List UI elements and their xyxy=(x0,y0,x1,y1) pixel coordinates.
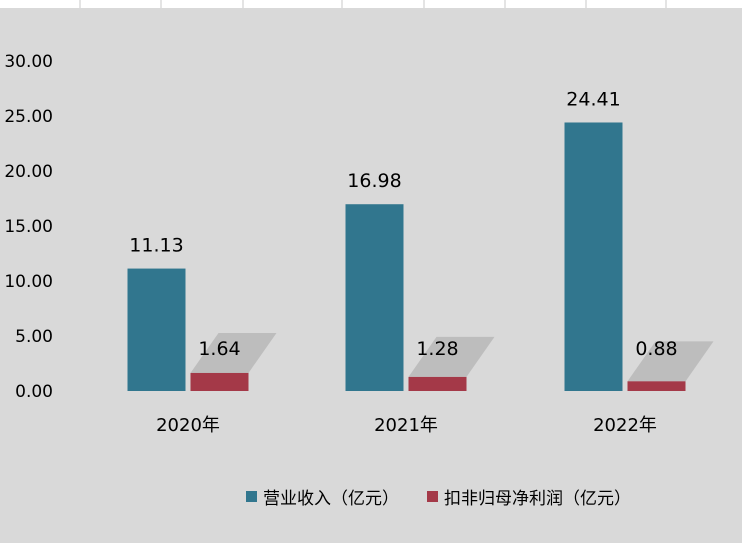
data-label-net-profit: 0.88 xyxy=(635,338,677,360)
bar-revenue xyxy=(345,204,404,391)
bars xyxy=(127,122,686,392)
legend-swatch-net-profit xyxy=(427,490,438,502)
legend-item-revenue[interactable]: 营业收入（亿元） xyxy=(246,484,399,509)
y-tick-label: 20.00 xyxy=(4,162,53,182)
x-axis: 2020年 2021年 2022年 xyxy=(156,415,657,436)
bar-shadow xyxy=(408,336,495,377)
data-label-net-profit: 1.28 xyxy=(416,338,458,360)
legend-label-net-profit: 扣非归母净利润（亿元） xyxy=(444,488,631,509)
bar-revenue xyxy=(564,122,623,392)
y-tick-label: 0.00 xyxy=(15,382,53,402)
y-axis: 0.00 5.00 10.00 15.00 20.00 25.00 30.00 xyxy=(4,52,53,402)
x-tick-label: 2022年 xyxy=(593,415,657,436)
bar-shadow xyxy=(190,332,277,373)
bar-net-profit xyxy=(190,372,249,391)
legend: 营业收入（亿元） 扣非归母净利润（亿元） xyxy=(246,484,631,509)
bar-shadow xyxy=(627,341,714,382)
data-labels: 11.13 1.64 16.98 1.28 24.41 0.88 xyxy=(129,88,677,360)
bar-net-profit xyxy=(408,376,467,391)
bar-revenue xyxy=(127,268,186,391)
sheet-column-lines xyxy=(79,0,667,8)
y-tick-label: 30.00 xyxy=(4,52,53,72)
data-label-net-profit: 1.64 xyxy=(198,338,240,360)
data-label-revenue: 16.98 xyxy=(347,170,401,192)
y-tick-label: 25.00 xyxy=(4,107,53,127)
y-tick-label: 10.00 xyxy=(4,272,53,292)
x-tick-label: 2020年 xyxy=(156,415,220,436)
legend-swatch-revenue xyxy=(246,490,257,502)
legend-label-revenue: 营业收入（亿元） xyxy=(263,488,399,509)
y-tick-label: 5.00 xyxy=(15,327,53,347)
data-label-revenue: 11.13 xyxy=(129,235,183,257)
data-label-revenue: 24.41 xyxy=(566,88,620,110)
bar-net-profit xyxy=(627,381,686,391)
x-tick-label: 2021年 xyxy=(374,415,438,436)
legend-item-net-profit[interactable]: 扣非归母净利润（亿元） xyxy=(427,484,631,509)
y-tick-label: 15.00 xyxy=(4,217,53,237)
bar-shadows xyxy=(190,332,714,382)
